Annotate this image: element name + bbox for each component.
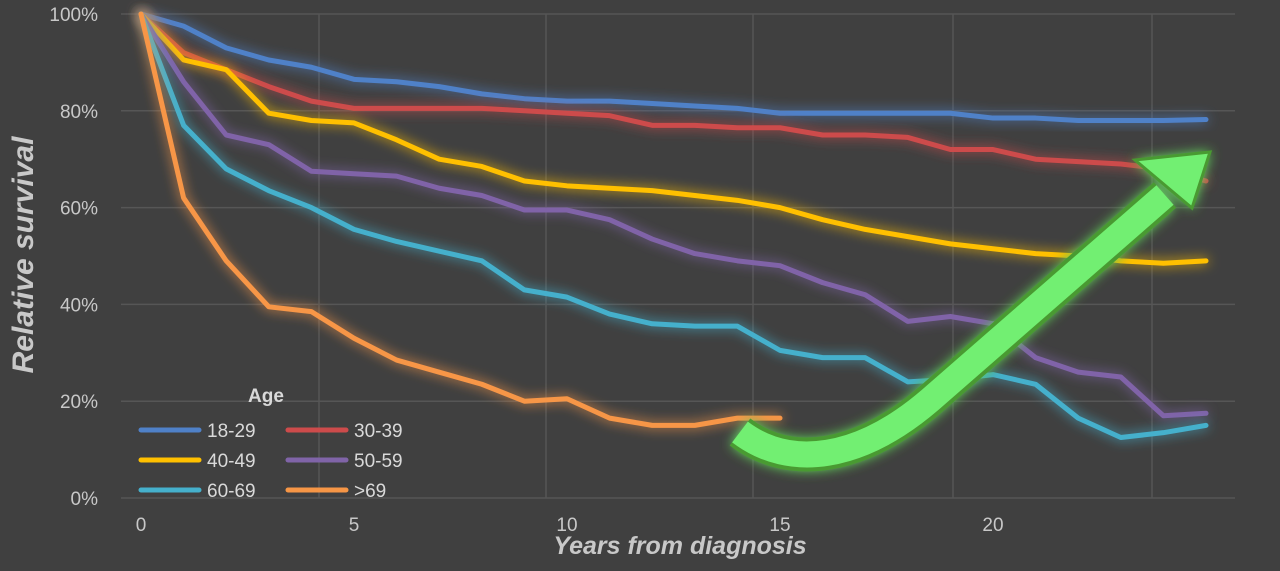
x-tick-label: 15 [769,515,790,536]
series-line-30-39 [138,11,1209,184]
x-tick-label: 5 [349,515,360,536]
legend: Age 18-29 30-39 40-49 50-59 60-69 >69 [138,386,403,502]
series-line-18-29 [138,11,1209,123]
y-tick-label: 40% [60,295,98,316]
legend-label: 50-59 [354,451,403,472]
x-tick-label: 10 [556,515,577,536]
grid [318,14,1153,498]
series-line-40-49 [138,11,1209,266]
x-tick-label: 20 [982,515,1003,536]
x-axis-title: Years from diagnosis [553,532,806,560]
legend-label: 60-69 [207,481,256,502]
y-tick-label: 60% [60,199,98,220]
legend-label: 40-49 [207,451,256,472]
y-tick-label: 100% [49,5,98,26]
y-tick-label: 20% [60,392,98,413]
y-axis-title: Relative survival [7,136,40,373]
x-tick-label: 0 [136,515,147,536]
y-tick-label: 0% [71,489,99,510]
legend-title: Age [248,386,284,407]
legend-label: 18-29 [207,421,256,442]
legend-label: >69 [354,481,386,502]
series-line-50-59 [138,11,1209,419]
series-line-60-69 [138,11,1209,440]
series-line-over-69 [138,11,783,428]
y-tick-label: 80% [60,102,98,123]
green-arrow-icon [729,150,1213,472]
legend-label: 30-39 [354,421,403,442]
